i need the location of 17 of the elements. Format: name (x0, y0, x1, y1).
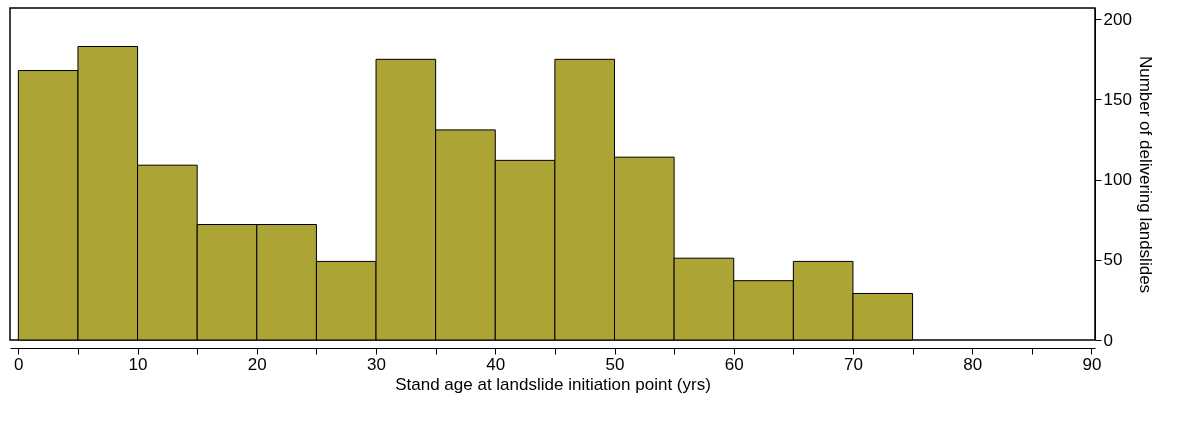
x-tick-label: 50 (605, 354, 625, 374)
y-tick-label: 100 (1103, 170, 1132, 190)
x-tick-label: 30 (367, 354, 386, 374)
y-tick-label: 50 (1103, 250, 1123, 270)
x-tick-label: 70 (844, 354, 863, 374)
x-tick-label: 60 (724, 354, 744, 374)
y-tick-label: 200 (1103, 9, 1132, 29)
y-tick-label: 150 (1103, 89, 1132, 109)
x-tick-label: 90 (1082, 354, 1102, 374)
y-axis-title: Number of delivering landslides (1135, 55, 1155, 294)
x-tick-label: 80 (963, 354, 983, 374)
x-axis-title: Stand age at landslide initiation point (yrs) (395, 374, 711, 394)
x-tick-label: 40 (486, 354, 506, 374)
x-tick-label: 20 (247, 354, 267, 374)
y-tick-label: 0 (1103, 330, 1113, 350)
x-tick-label: 10 (128, 354, 148, 374)
x-tick-label: 0 (14, 354, 24, 374)
